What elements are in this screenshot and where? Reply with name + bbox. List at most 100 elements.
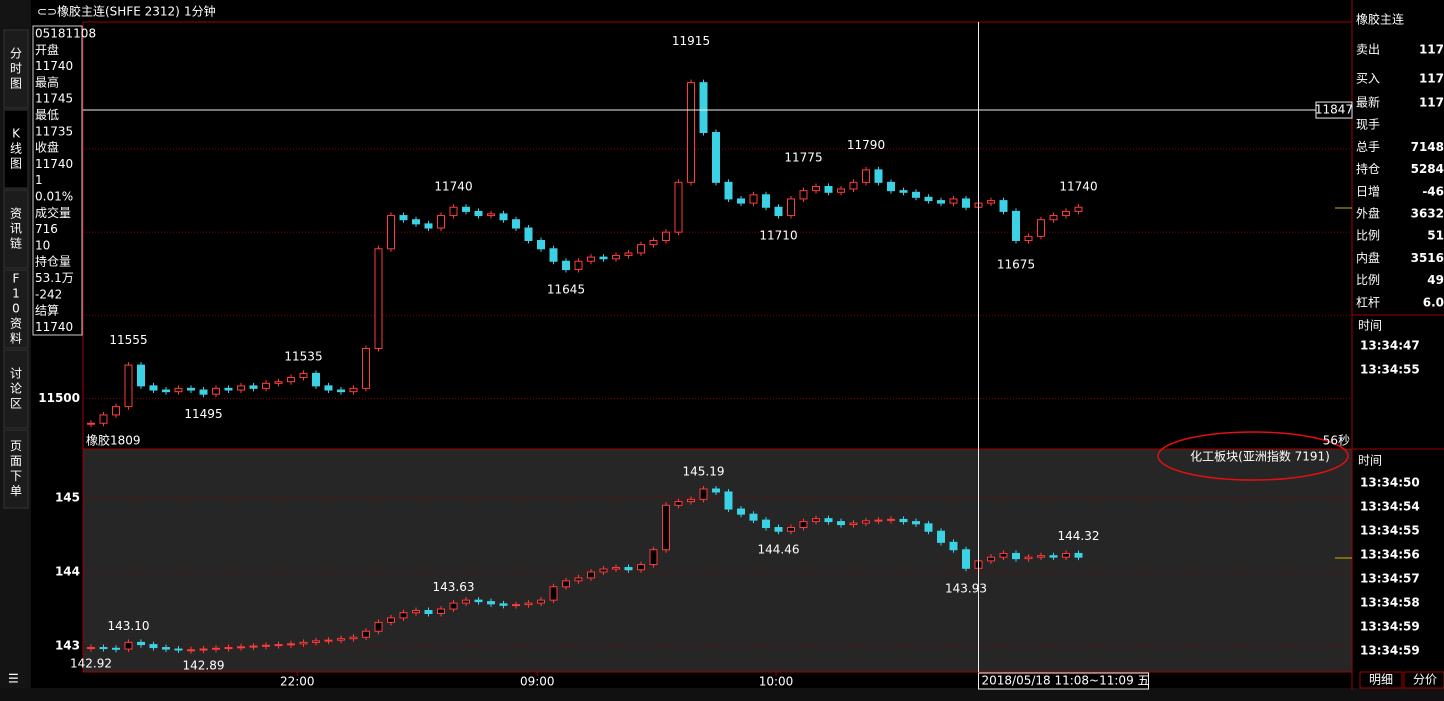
candle-body [224, 387, 233, 391]
candle-body [1024, 556, 1033, 560]
status-bar [0, 688, 1444, 701]
candle-body [524, 602, 533, 606]
info-item: 11740 [35, 59, 73, 73]
sidebar-tab-label: 资 [10, 317, 22, 331]
candle-body [774, 527, 783, 532]
sidebar-tab-label: 图 [10, 157, 22, 171]
candle-body [287, 643, 295, 646]
sidebar-tab-label: 图 [10, 77, 22, 91]
candle-body [137, 641, 145, 646]
sidebar-tab[interactable] [3, 429, 29, 509]
candle-body [987, 200, 995, 204]
extreme-label: 11535 [284, 350, 322, 364]
tick-time: 13:34:56 [1360, 548, 1420, 562]
tab[interactable] [1403, 671, 1444, 689]
sidebar-tab-label: 下 [10, 469, 22, 483]
panel-tab[interactable]: 明细 [1369, 673, 1393, 687]
sidebar-tab[interactable] [3, 29, 29, 109]
y-tick-label: 11500 [38, 391, 80, 405]
candle-body [787, 198, 795, 217]
extreme-label: 11495 [184, 407, 222, 421]
candle-body [862, 169, 870, 183]
candle-body [562, 260, 570, 271]
panel-tab[interactable]: 分价 [1413, 673, 1437, 687]
row-label: 日增 [1356, 184, 1380, 198]
sidebar-tab-label: 资 [10, 207, 22, 221]
info-item: -242 [35, 287, 62, 301]
crosshair-box [1315, 101, 1353, 119]
info-item: 最低 [35, 108, 59, 122]
candle-body [274, 381, 283, 384]
candle-body [812, 518, 820, 523]
tab[interactable] [1359, 671, 1403, 689]
candle-body [624, 252, 633, 256]
candle-body [387, 215, 395, 250]
candle-body [449, 206, 458, 217]
candle-body [912, 521, 920, 525]
info-item: 成交量 [35, 205, 71, 220]
candle-body [737, 508, 745, 515]
extreme-label: 144.46 [758, 542, 800, 556]
extreme-label: 145.19 [683, 464, 725, 478]
candle-body [449, 602, 458, 610]
sidebar-tab-label: 讯 [10, 222, 22, 236]
candle-body [249, 645, 258, 648]
info-item: 11735 [35, 124, 73, 138]
candle-body [262, 644, 270, 647]
candle-body [749, 194, 758, 204]
candle-body [1074, 552, 1083, 558]
ticks-header: 时间 [1358, 319, 1382, 333]
candle-body [349, 636, 358, 640]
row-value: 117 [1419, 96, 1444, 110]
extreme-label: 11645 [547, 282, 585, 296]
tick-time: 13:34:58 [1360, 596, 1420, 610]
row-label: 最新 [1356, 95, 1380, 110]
candle-body [424, 610, 433, 614]
candle-body [149, 644, 158, 649]
tick-time: 13:34:59 [1360, 620, 1420, 634]
tick-time: 13:34:47 [1360, 339, 1420, 353]
tick-time: 13:34:57 [1360, 572, 1420, 586]
extreme-label: 143.10 [108, 619, 150, 633]
list-icon[interactable]: ☰ [8, 672, 19, 686]
candle-body [674, 181, 683, 233]
candle-body [199, 648, 208, 651]
candle-body [962, 198, 970, 208]
candle-body [1012, 552, 1020, 560]
candle-body [374, 248, 383, 349]
candle-body [799, 521, 808, 529]
candle-body [349, 387, 358, 393]
sidebar-tab[interactable] [3, 349, 29, 429]
toolbar-period[interactable]: 1分钟 [184, 4, 216, 19]
candle-body [337, 638, 345, 641]
candle-body [562, 580, 570, 588]
candle-body [612, 567, 620, 570]
sidebar-tab[interactable] [3, 189, 29, 269]
candle-body [549, 586, 558, 601]
candle-body [849, 522, 858, 526]
extreme-label: 144.32 [1058, 529, 1100, 543]
sidebar-tab[interactable] [3, 269, 29, 349]
info-item: 05181108 [35, 27, 96, 41]
candle-body [399, 612, 408, 619]
info-item: 最高 [35, 74, 59, 89]
crosshair-time: 2018/05/18 11:08~11:09 五 [982, 674, 1150, 688]
candle-body [299, 372, 308, 379]
candle-body [462, 206, 470, 212]
candle-body [537, 239, 545, 250]
candle-body [937, 530, 945, 543]
candle-body [987, 556, 995, 562]
info-item: 收盘 [35, 140, 59, 155]
candle-body [112, 647, 120, 650]
candle-body [899, 190, 908, 193]
candle-body [962, 549, 970, 569]
sidebar-tab-label: 论 [10, 382, 22, 396]
candle-body [912, 191, 920, 198]
candle-body [312, 640, 320, 643]
candle-body [1049, 215, 1058, 221]
extreme-label: 11775 [784, 150, 822, 164]
candle-body [487, 601, 495, 605]
candle-body [799, 190, 808, 200]
sidebar-tab[interactable] [3, 109, 29, 189]
candle-body [99, 414, 108, 424]
